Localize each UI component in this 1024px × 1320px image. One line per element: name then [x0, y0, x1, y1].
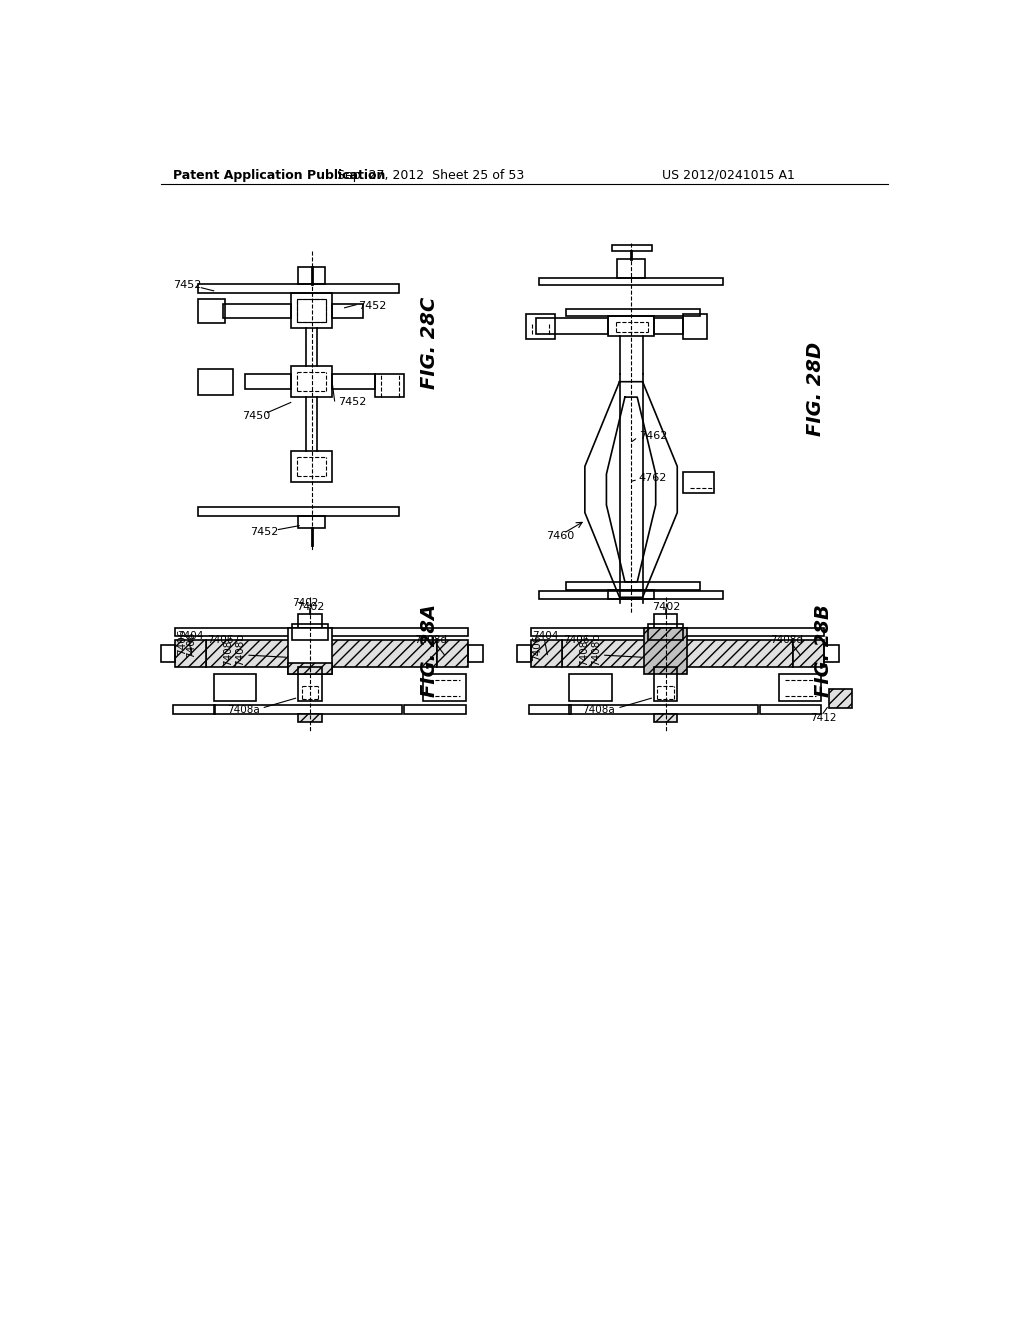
Bar — [531, 640, 562, 667]
Bar — [654, 714, 677, 722]
Bar — [423, 675, 466, 701]
Bar — [289, 663, 332, 675]
Text: FIG. 28A: FIG. 28A — [420, 605, 439, 697]
Text: 7408d: 7408d — [770, 635, 803, 645]
Bar — [823, 645, 839, 663]
Text: 7402: 7402 — [296, 602, 325, 611]
Text: 7408c: 7408c — [223, 634, 233, 665]
Text: 7462: 7462 — [639, 430, 667, 441]
Text: Patent Application Publication: Patent Application Publication — [173, 169, 385, 182]
Bar — [654, 318, 683, 334]
Bar — [175, 628, 468, 636]
Bar — [297, 298, 326, 322]
Text: 7406: 7406 — [186, 632, 196, 659]
Bar — [565, 582, 700, 590]
Bar — [298, 714, 322, 722]
Text: 7404: 7404 — [532, 631, 559, 640]
Bar — [760, 705, 821, 714]
Bar — [617, 259, 645, 277]
Bar — [199, 298, 225, 323]
Bar — [292, 624, 328, 640]
Bar — [565, 309, 700, 317]
Bar — [333, 374, 375, 389]
Bar — [298, 667, 322, 701]
Text: Sep. 27, 2012  Sheet 25 of 53: Sep. 27, 2012 Sheet 25 of 53 — [337, 169, 524, 182]
Text: FIG. 28B: FIG. 28B — [814, 605, 834, 697]
Text: 7408b: 7408b — [591, 634, 601, 667]
Bar — [298, 267, 325, 284]
Bar — [403, 705, 466, 714]
Bar — [223, 304, 291, 318]
Bar — [531, 628, 823, 636]
Bar — [375, 374, 403, 397]
Bar — [162, 645, 175, 663]
Bar — [562, 640, 793, 667]
Bar — [298, 516, 325, 528]
Bar — [468, 645, 483, 663]
Text: 7460: 7460 — [547, 531, 574, 541]
Bar — [298, 614, 322, 628]
Bar — [214, 675, 256, 701]
Text: 7452: 7452 — [250, 527, 279, 537]
Bar — [539, 277, 724, 285]
Text: 7408a: 7408a — [583, 705, 615, 715]
Text: 4762: 4762 — [639, 473, 667, 483]
Text: 7408a: 7408a — [226, 705, 259, 715]
Text: 7406: 7406 — [177, 628, 186, 655]
Text: 7408b: 7408b — [236, 634, 246, 667]
Bar — [537, 318, 608, 334]
Bar — [199, 284, 398, 293]
Text: 7452: 7452 — [173, 280, 202, 290]
Bar — [333, 304, 364, 318]
Text: FIG. 28C: FIG. 28C — [420, 297, 439, 389]
Bar — [525, 314, 555, 339]
Bar — [793, 640, 823, 667]
Bar — [569, 705, 758, 714]
Bar — [517, 645, 531, 663]
Bar — [829, 689, 852, 708]
Text: 7402: 7402 — [292, 598, 318, 609]
Bar — [683, 471, 714, 494]
Bar — [437, 640, 468, 667]
Text: 7406: 7406 — [208, 635, 233, 644]
Bar — [206, 640, 437, 667]
Bar — [569, 675, 611, 701]
Bar — [608, 317, 654, 335]
Bar — [175, 640, 206, 667]
Bar — [214, 705, 402, 714]
Text: 7452: 7452 — [339, 397, 367, 408]
Bar — [291, 367, 333, 397]
Text: 7408c: 7408c — [579, 634, 589, 665]
Bar — [199, 507, 398, 516]
Bar — [611, 244, 652, 251]
Text: 7408d: 7408d — [414, 635, 446, 645]
Bar — [199, 368, 233, 395]
Text: US 2012/0241015 A1: US 2012/0241015 A1 — [662, 169, 795, 182]
Bar — [528, 705, 571, 714]
Bar — [648, 624, 683, 640]
Bar — [779, 675, 821, 701]
Bar — [173, 705, 215, 714]
Text: 7406: 7406 — [532, 634, 543, 660]
Bar — [644, 628, 687, 675]
Bar — [289, 628, 332, 675]
Bar — [654, 667, 677, 701]
Text: 7450: 7450 — [243, 412, 270, 421]
Bar — [245, 374, 291, 389]
Bar — [291, 293, 333, 327]
Bar — [539, 591, 724, 599]
Text: 7404: 7404 — [177, 631, 203, 640]
Bar — [683, 314, 707, 339]
Text: FIG. 28D: FIG. 28D — [806, 342, 825, 436]
Bar — [608, 590, 654, 599]
Bar — [654, 614, 677, 628]
Text: 7452: 7452 — [357, 301, 386, 312]
Bar — [291, 451, 333, 482]
Text: 7402: 7402 — [652, 602, 680, 611]
Text: 7412: 7412 — [810, 713, 837, 723]
Text: 7406: 7406 — [563, 635, 590, 644]
